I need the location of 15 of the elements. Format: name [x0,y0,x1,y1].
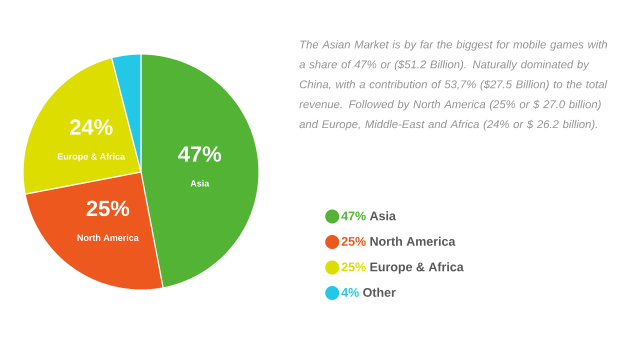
text: The Asian Market is by far the biggest for mobile games with a share of 47% or ($51.2 Billion). Naturally dominated by China, with a contribution of 53,7% ($27.5 Billion) to the total revenue. Followed by North America (25% or $ 27.0 billion) and Europe, Middle-East and Africa (24% or $ 26.2 billion). [299,40,608,130]
slice-label: Europe & Africa [58,153,126,162]
category-label: Europe & Africa [370,262,464,274]
text: 47% [341,212,366,220]
slice-label: North America [78,234,139,241]
category-label: Asia [370,211,396,220]
text: 25% [342,262,366,272]
text: 4% [341,288,359,297]
category-label: North America [370,236,456,246]
text: 25% [342,237,366,246]
data-label: 47% [178,146,222,162]
data-label: 25% [86,200,130,216]
data-label: 24% [70,119,113,135]
legend-label: Other [363,288,396,297]
slice-label: Asia [190,180,210,187]
